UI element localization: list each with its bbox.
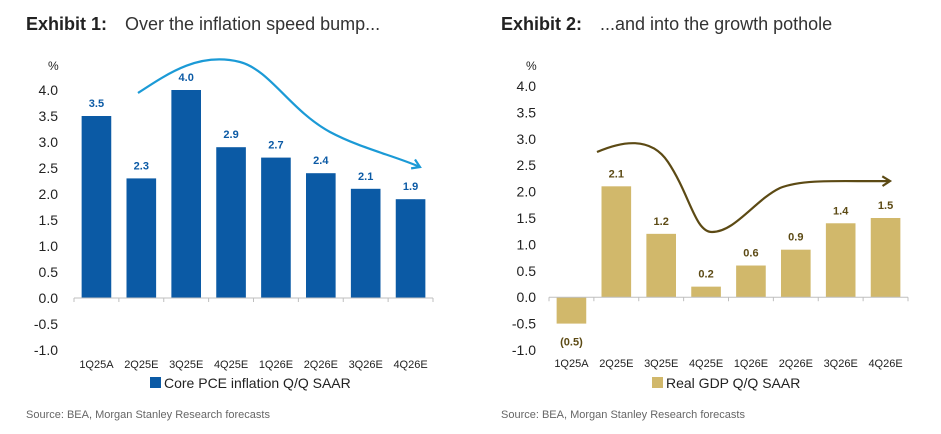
y-tick-label: 4.0 (517, 78, 537, 94)
x-tick-label: 4Q26E (393, 359, 427, 371)
legend-label: Core PCE inflation Q/Q SAAR (164, 375, 351, 391)
x-tick-label: 3Q26E (349, 359, 383, 371)
exhibit-1-source: Source: BEA, Morgan Stanley Research for… (26, 409, 270, 421)
exhibit-2-source: Source: BEA, Morgan Stanley Research for… (501, 409, 745, 421)
data-label: (0.5) (560, 337, 583, 349)
data-label: 0.9 (788, 232, 803, 244)
y-tick-label: 1.0 (517, 236, 537, 252)
bar (556, 297, 587, 324)
data-label: 1.2 (654, 216, 669, 228)
legend-label: Real GDP Q/Q SAAR (666, 375, 800, 391)
bar (171, 90, 201, 298)
y-tick-label: 3.5 (517, 104, 537, 120)
trend-arrowhead (881, 175, 893, 187)
data-label: 3.5 (89, 98, 104, 110)
x-tick-label: 4Q25E (689, 358, 723, 370)
data-label: 2.4 (313, 155, 329, 167)
y-tick-label: 3.0 (39, 134, 59, 150)
x-tick-label: 3Q25E (644, 358, 678, 370)
y-tick-label: -0.5 (512, 316, 536, 332)
exhibit-2-title: Exhibit 2: ...and into the growth pothole (501, 14, 832, 35)
y-tick-label: -1.0 (512, 342, 536, 358)
y-tick-label: 1.0 (39, 238, 59, 254)
bar (216, 147, 246, 298)
bar (601, 186, 632, 298)
y-tick-label: 3.5 (39, 108, 59, 124)
y-tick-label: 2.0 (517, 184, 537, 200)
x-tick-label: 2Q26E (304, 359, 338, 371)
x-tick-label: 1Q26E (259, 359, 293, 371)
x-tick-label: 2Q25E (599, 358, 633, 370)
y-tick-label: 1.5 (39, 212, 59, 228)
data-label: 2.1 (609, 168, 624, 180)
exhibit-1-label: Exhibit 1: (26, 14, 108, 34)
y-tick-label: 2.5 (39, 160, 59, 176)
x-tick-label: 4Q26E (868, 358, 902, 370)
data-label: 1.5 (878, 200, 893, 212)
y-tick-label: 0.5 (517, 263, 537, 279)
data-label: 2.7 (268, 140, 283, 152)
data-label: 2.3 (134, 160, 149, 172)
y-tick-label: -1.0 (34, 342, 58, 358)
x-tick-label: 1Q25A (554, 358, 589, 370)
y-axis-unit-label: % (48, 59, 59, 73)
legend-swatch (150, 377, 161, 388)
x-tick-label: 3Q26E (824, 358, 858, 370)
y-axis-unit-label: % (526, 59, 537, 73)
data-label: 1.4 (833, 205, 849, 217)
x-tick-label: 1Q25A (79, 359, 114, 371)
bar (736, 265, 766, 298)
y-tick-label: 1.5 (517, 210, 537, 226)
legend-swatch (652, 377, 663, 388)
trend-arrow (137, 58, 421, 169)
exhibit-2-label: Exhibit 2: (501, 14, 583, 34)
y-tick-label: 2.5 (517, 157, 537, 173)
x-tick-label: 2Q26E (779, 358, 813, 370)
bar (646, 233, 676, 298)
exhibit-2-subtitle: ...and into the growth pothole (600, 14, 833, 34)
bar (781, 249, 811, 298)
bar (691, 286, 721, 298)
y-tick-label: 3.0 (517, 131, 537, 147)
trend-arrowhead (410, 158, 422, 170)
trend-arrow (596, 142, 891, 234)
data-label: 2.1 (358, 171, 373, 183)
x-tick-label: 4Q25E (214, 359, 248, 371)
bar (825, 223, 856, 298)
x-tick-label: 1Q26E (734, 358, 768, 370)
bar (81, 116, 112, 298)
y-tick-label: 0.0 (39, 290, 59, 306)
bar (126, 178, 157, 298)
bar (395, 199, 426, 298)
y-tick-label: -0.5 (34, 316, 58, 332)
data-label: 0.6 (743, 248, 758, 260)
exhibit-1-title: Exhibit 1: Over the inflation speed bump.… (26, 14, 380, 35)
data-label: 2.9 (223, 129, 238, 141)
y-tick-label: 0.0 (517, 289, 537, 305)
bar (261, 157, 291, 298)
data-label: 0.2 (698, 269, 713, 281)
x-tick-label: 2Q25E (124, 359, 158, 371)
bar (350, 188, 381, 298)
bar (306, 173, 336, 298)
data-label: 1.9 (403, 181, 418, 193)
exhibit-1-subtitle: Over the inflation speed bump... (125, 14, 381, 34)
y-tick-label: 4.0 (39, 82, 59, 98)
data-label: 4.0 (179, 72, 194, 84)
y-tick-label: 2.0 (39, 186, 59, 202)
y-tick-label: 0.5 (39, 264, 59, 280)
bar (870, 218, 901, 298)
x-tick-label: 3Q25E (169, 359, 203, 371)
